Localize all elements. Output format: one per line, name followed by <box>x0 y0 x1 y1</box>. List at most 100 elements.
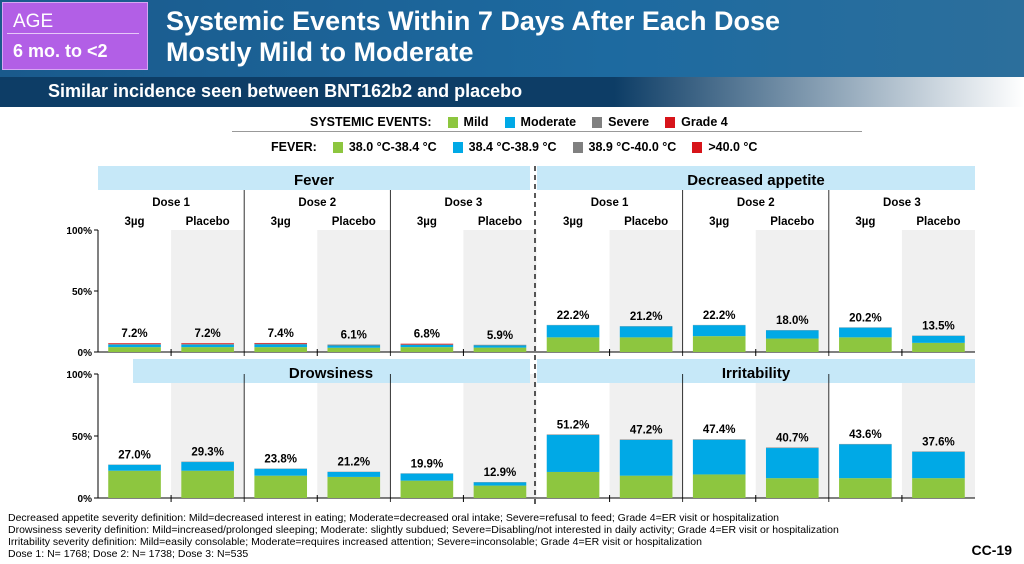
bar-segment <box>108 470 161 498</box>
data-label: 22.2% <box>557 310 590 322</box>
bar-segment <box>839 327 892 338</box>
dose-label: Dose 3 <box>883 197 921 209</box>
bar-segment <box>108 344 161 348</box>
group-label: Placebo <box>478 216 522 228</box>
data-label: 27.0% <box>118 450 151 462</box>
bar-segment <box>254 343 308 345</box>
group-label: Placebo <box>186 216 230 228</box>
group-label: Placebo <box>624 216 668 228</box>
bar-segment <box>692 439 746 475</box>
bar-segment <box>327 344 381 346</box>
bar-segment <box>108 464 161 471</box>
bar-segment <box>254 468 308 476</box>
title-line-2: Mostly Mild to Moderate <box>166 37 474 67</box>
legend-item: Grade 4 <box>681 115 728 129</box>
bar-segment <box>400 344 454 348</box>
dose-label: Dose 3 <box>445 197 483 209</box>
panel-title-bar <box>537 359 975 383</box>
bar-segment <box>765 478 819 498</box>
panel-title: Irritability <box>722 365 791 382</box>
title-line-1: Systemic Events Within 7 Days After Each… <box>166 6 780 36</box>
y-tick-label: 50% <box>72 287 92 298</box>
header-banner <box>0 0 1024 77</box>
data-label: 6.1% <box>341 330 367 342</box>
bar-segment <box>619 475 673 498</box>
bar-segment <box>546 337 600 352</box>
bar-segment <box>839 478 892 498</box>
bar-segment <box>692 325 746 337</box>
data-label: 43.6% <box>849 429 882 441</box>
data-label: 47.4% <box>703 424 736 436</box>
dose-label: Dose 2 <box>737 197 775 209</box>
data-label: 19.9% <box>411 458 444 470</box>
panel-title-bar <box>537 166 975 190</box>
subtitle-bar: Similar incidence seen between BNT162b2 … <box>0 77 1024 107</box>
footnotes: Decreased appetite severity definition: … <box>8 512 839 560</box>
bar-segment <box>327 347 381 352</box>
y-tick-label: 0% <box>78 494 93 505</box>
age-label: AGE <box>13 11 54 32</box>
bar-segment <box>912 478 965 498</box>
bar-segment <box>254 475 308 498</box>
legend-item: 38.9 °C-40.0 °C <box>588 140 677 154</box>
group-label: Placebo <box>332 216 376 228</box>
bar-segment <box>473 347 527 352</box>
data-label: 6.8% <box>414 329 440 341</box>
bar-segment <box>692 336 746 352</box>
dose-label: Dose 2 <box>298 197 336 209</box>
data-label: 22.2% <box>703 310 736 322</box>
placebo-shade <box>317 230 391 352</box>
bar-segment <box>765 330 819 339</box>
bar-segment <box>546 471 600 498</box>
data-label: 47.2% <box>630 424 663 436</box>
group-label: 3µg <box>125 216 145 228</box>
bar-segment <box>327 476 381 498</box>
data-label: 7.2% <box>195 328 221 340</box>
bar-segment <box>327 345 381 348</box>
bar-segment <box>327 471 381 477</box>
bar-segment <box>400 473 454 481</box>
bar-segment <box>912 335 965 343</box>
group-label: 3µg <box>855 216 875 228</box>
legend-fever: FEVER: 38.0 °C-38.4 °C 38.4 °C-38.9 °C 3… <box>271 140 757 154</box>
group-label: Placebo <box>916 216 960 228</box>
data-label: 12.9% <box>484 467 517 479</box>
legend-title: FEVER: <box>271 140 317 154</box>
placebo-shade <box>463 230 537 352</box>
legend-item: Mild <box>463 115 489 129</box>
bar-segment <box>839 337 892 352</box>
bar-segment <box>400 343 454 345</box>
bar-segment <box>473 482 527 486</box>
bar-segment <box>765 448 819 479</box>
legend-item: 38.0 °C-38.4 °C <box>348 140 437 154</box>
group-label: 3µg <box>563 216 583 228</box>
legend-title: SYSTEMIC EVENTS: <box>310 115 432 129</box>
slide-title: Systemic Events Within 7 Days After Each… <box>166 6 780 68</box>
legend-systemic: SYSTEMIC EVENTS: Mild Moderate Severe Gr… <box>310 115 728 129</box>
dose-label: Dose 1 <box>152 197 190 209</box>
bar-segment <box>473 345 527 348</box>
placebo-shade <box>171 230 245 352</box>
bar-segment <box>108 347 161 352</box>
footnote: Drowsiness severity definition: Mild=inc… <box>8 524 839 536</box>
panel-title: Drowsiness <box>289 365 373 382</box>
panel-title: Fever <box>294 172 334 189</box>
data-label: 51.2% <box>557 420 590 432</box>
group-label: 3µg <box>271 216 291 228</box>
panel-title: Decreased appetite <box>687 172 825 189</box>
y-tick-label: 100% <box>66 370 92 381</box>
data-label: 37.6% <box>922 436 955 448</box>
legend-item: Moderate <box>520 115 577 129</box>
bar-segment <box>254 347 308 352</box>
legend-divider <box>232 131 862 132</box>
bar-segment <box>473 485 527 498</box>
bar-segment <box>912 342 965 352</box>
bar-segment <box>400 480 454 498</box>
bar-segment <box>546 325 600 338</box>
bar-segment <box>254 342 308 344</box>
bar-segment <box>108 343 161 345</box>
dose-label: Dose 1 <box>591 197 629 209</box>
bar-segment <box>181 343 234 345</box>
bar-segment <box>619 326 673 338</box>
